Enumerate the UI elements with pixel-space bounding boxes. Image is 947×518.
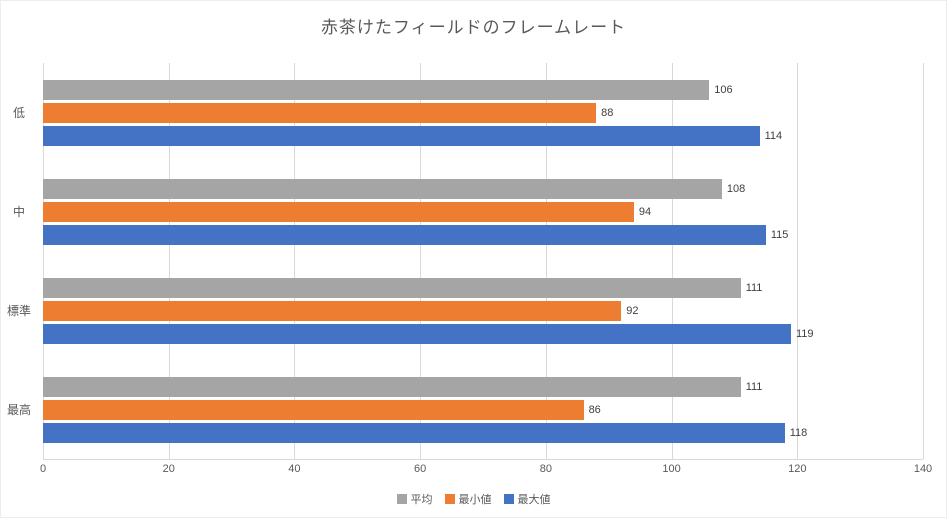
bar-value-label: 86 <box>588 403 601 416</box>
bar-row: 119 <box>43 323 923 344</box>
bar-value-label: 88 <box>601 106 614 119</box>
x-tick-label: 20 <box>162 463 175 475</box>
legend-item: 平均 <box>396 491 433 507</box>
gridline <box>923 63 924 459</box>
bar-最小値 <box>43 300 622 321</box>
bar-平均 <box>43 376 741 397</box>
bar-value-label: 115 <box>770 228 789 241</box>
x-tick-label: 140 <box>913 463 933 475</box>
legend-label: 最大値 <box>517 494 551 506</box>
bar-value-label: 106 <box>714 83 733 96</box>
gridline <box>420 63 422 459</box>
x-tick-label: 120 <box>788 463 807 475</box>
legend-swatch <box>444 494 455 504</box>
plot-area: 106 88 114 108 94 115 111 92 119 111 86 118 <box>43 63 924 460</box>
bar-value-label: 92 <box>626 304 639 317</box>
bar-最大値 <box>43 125 760 146</box>
bar-row: 106 <box>43 79 923 100</box>
category-label: 中 <box>12 205 25 219</box>
bar-value-label: 118 <box>789 426 808 439</box>
gridline <box>797 63 799 459</box>
x-tick-label: 80 <box>539 463 552 475</box>
legend-item: 最小値 <box>444 491 492 507</box>
bar-group: 106 88 114 <box>43 63 923 162</box>
bar-group: 111 86 118 <box>43 360 923 459</box>
legend-swatch <box>503 494 514 504</box>
bar-row: 86 <box>43 399 923 420</box>
x-tick-label: 0 <box>39 463 47 475</box>
bar-value-label: 94 <box>638 205 652 218</box>
bar-row: 111 <box>43 376 923 397</box>
bar-平均 <box>43 178 722 199</box>
bar-value-label: 114 <box>764 129 783 142</box>
bar-group: 111 92 119 <box>43 261 923 360</box>
bar-row: 114 <box>43 125 923 146</box>
bar-最小値 <box>43 102 597 123</box>
bar-row: 118 <box>43 422 923 443</box>
bar-row: 88 <box>43 102 923 123</box>
category-label: 低 <box>12 106 25 120</box>
bar-value-label: 119 <box>796 327 814 340</box>
bar-value-label: 108 <box>726 182 746 195</box>
bar-row: 108 <box>43 178 923 199</box>
bar-row: 94 <box>43 201 923 222</box>
bar-最小値 <box>43 399 584 420</box>
bar-row: 115 <box>43 224 923 245</box>
bar-row: 92 <box>43 300 923 321</box>
legend-label: 最小値 <box>458 494 492 506</box>
bar-最大値 <box>43 422 785 443</box>
gridline <box>168 63 170 459</box>
bar-平均 <box>43 277 741 298</box>
bar-最小値 <box>43 201 634 222</box>
bar-最大値 <box>43 323 791 344</box>
bar-group: 108 94 115 <box>43 162 923 261</box>
gridline <box>671 63 673 459</box>
category-label: 標準 <box>6 304 31 318</box>
gridline <box>294 63 296 459</box>
bar-value-label: 111 <box>745 380 763 393</box>
x-tick-label: 60 <box>414 463 427 475</box>
gridline <box>43 63 44 459</box>
gridline <box>545 63 547 459</box>
legend-item: 最大値 <box>503 491 551 507</box>
chart-legend: 平均 最小値 最大値 <box>1 491 946 507</box>
x-tick-label: 100 <box>662 463 681 475</box>
legend-swatch <box>396 494 407 504</box>
bar-平均 <box>43 79 710 100</box>
category-label: 最高 <box>6 403 31 417</box>
bar-row: 111 <box>43 277 923 298</box>
x-tick-label: 40 <box>288 463 301 475</box>
bar-value-label: 111 <box>745 281 763 294</box>
legend-label: 平均 <box>410 494 433 506</box>
bar-最大値 <box>43 224 766 245</box>
chart-title: 赤茶けたフィールドのフレームレート <box>320 18 627 37</box>
